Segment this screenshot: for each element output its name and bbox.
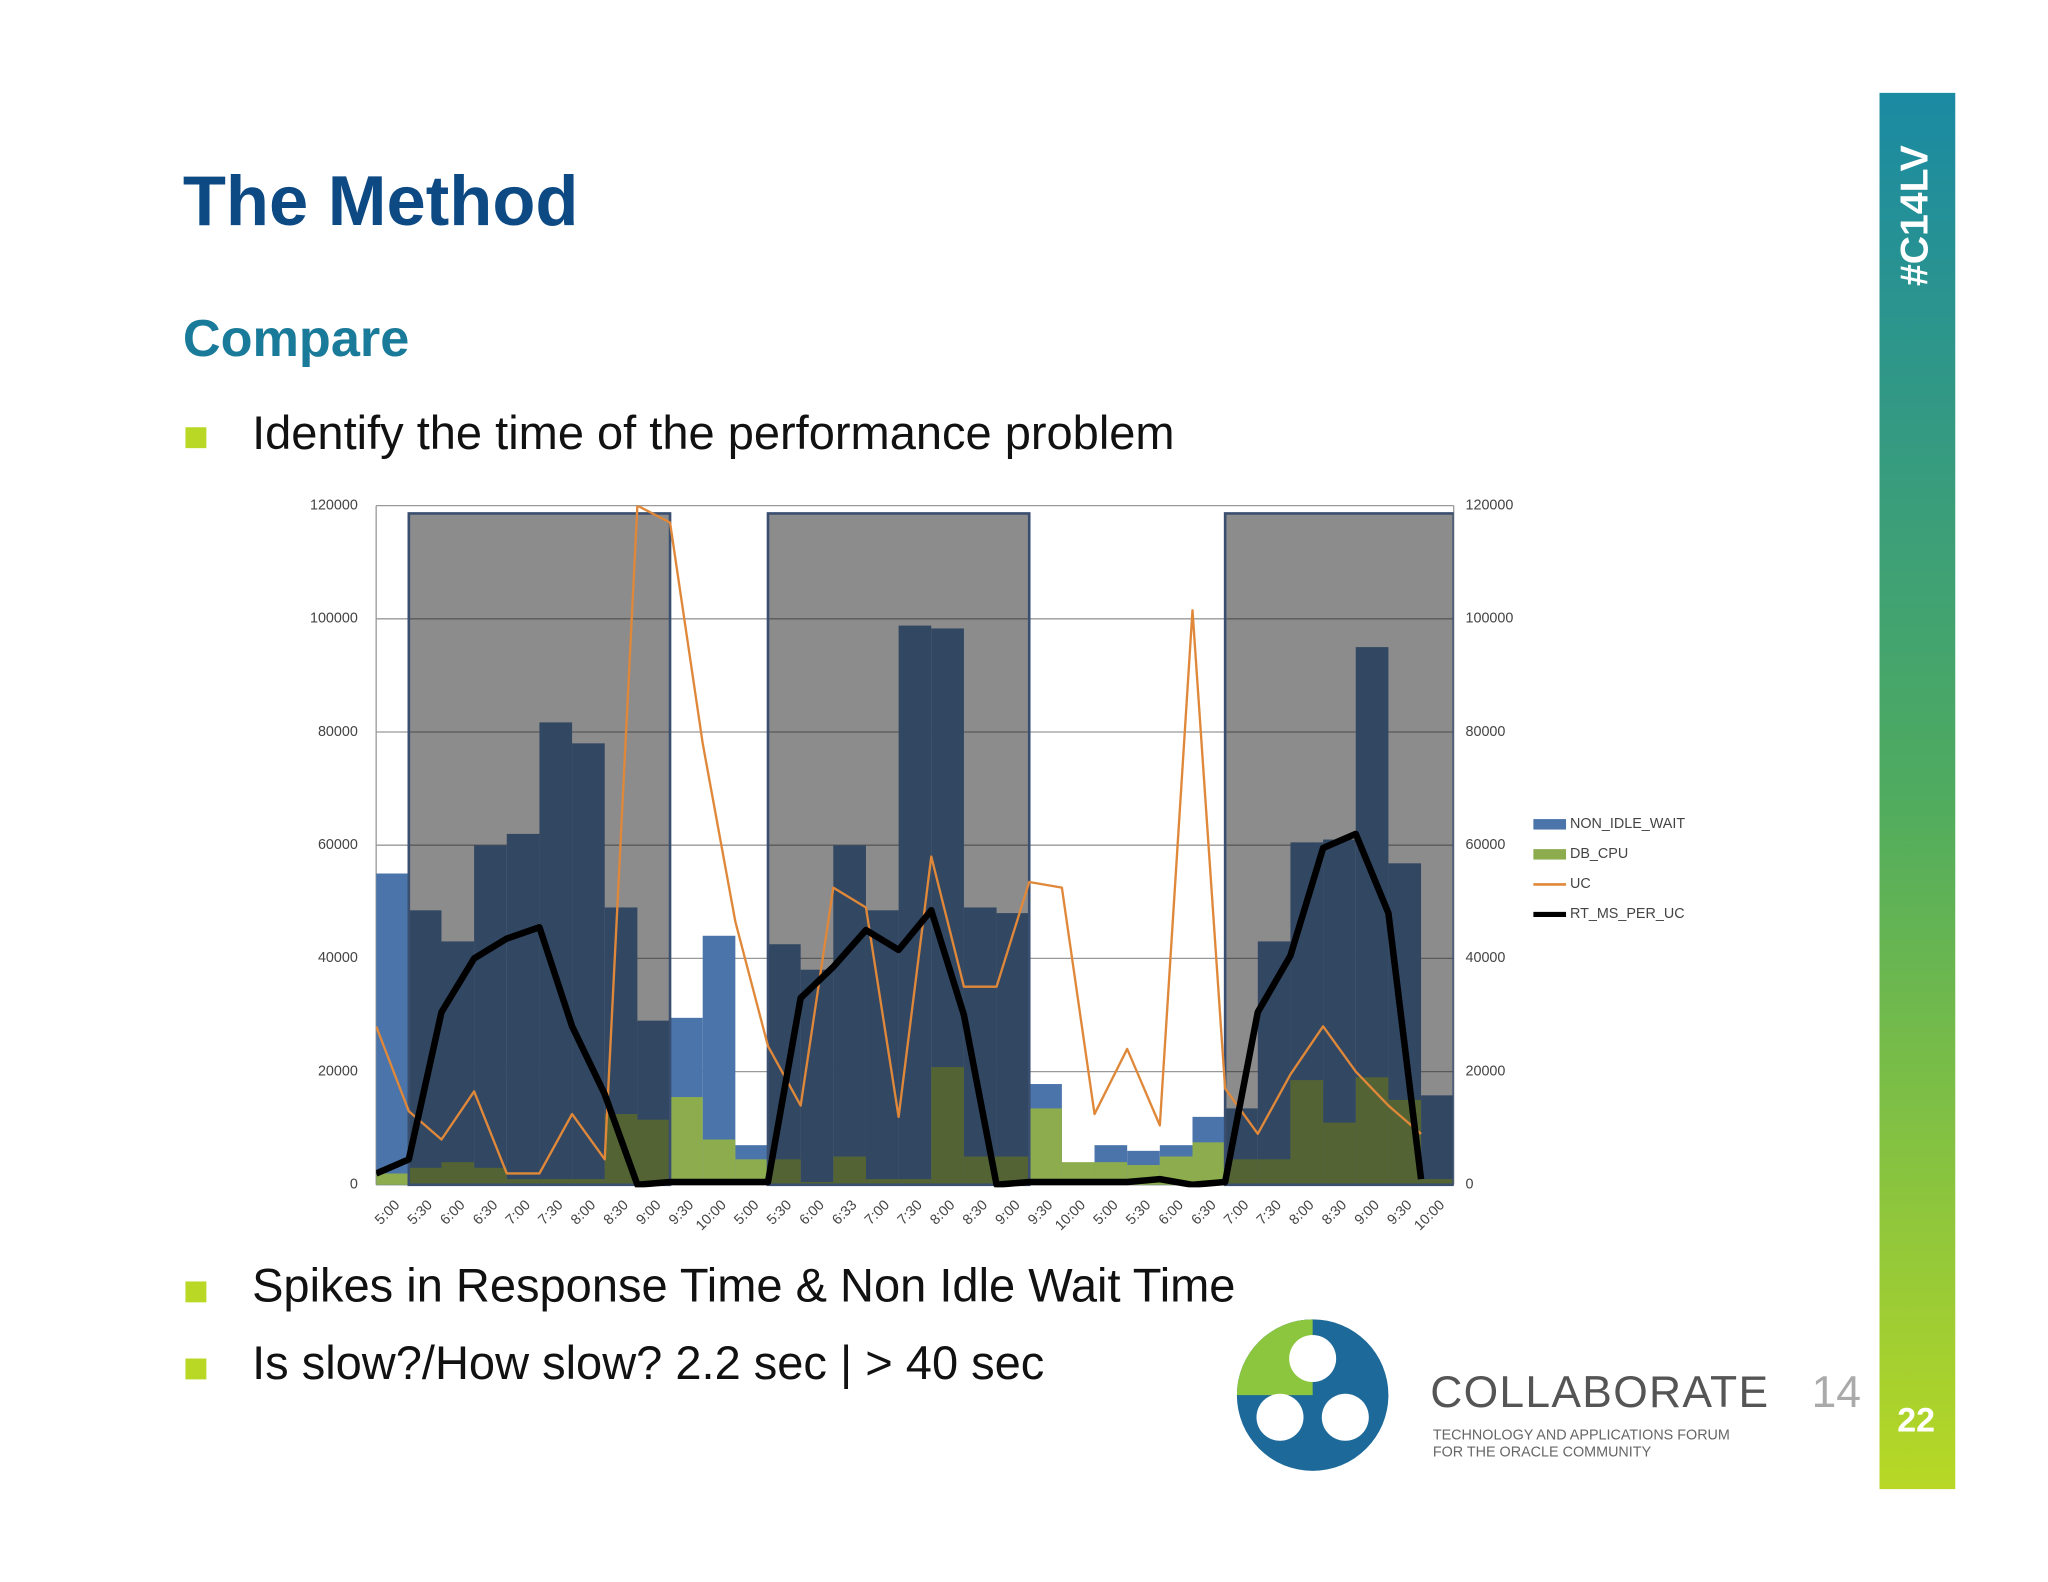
x-tick-label: 7:30	[535, 1197, 566, 1228]
x-tick-label: 7:00	[503, 1197, 534, 1228]
x-tick-label: 8:30	[960, 1197, 991, 1228]
highlight-region	[407, 512, 672, 1187]
x-tick-label: 9:00	[1352, 1197, 1383, 1228]
y-tick-label: 100000	[310, 611, 358, 627]
x-tick-label: 7:30	[1254, 1197, 1285, 1228]
plot	[376, 505, 1454, 1188]
x-tick-label: 9:00	[633, 1197, 664, 1228]
x-tick-label: 6:30	[470, 1197, 501, 1228]
bullet: Spikes in Response Time & Non Idle Wait …	[252, 1259, 1235, 1312]
legend-swatch	[1533, 819, 1567, 830]
logo-part	[1236, 1319, 1313, 1396]
x-tick-label: 10:00	[1411, 1197, 1448, 1234]
y2-tick-label: 40000	[1465, 950, 1505, 966]
logo-part	[1256, 1393, 1304, 1441]
logo-name: COLLABORATE	[1430, 1368, 1769, 1417]
x-tick-label: 6:30	[1188, 1197, 1219, 1228]
x-tick-label: 5:00	[1091, 1197, 1122, 1228]
y2-tick-label: 20000	[1465, 1063, 1505, 1079]
x-tick-label: 6:00	[797, 1197, 828, 1228]
bullet: Identify the time of the performance pro…	[252, 406, 1175, 459]
legend-swatch	[1533, 849, 1567, 860]
x-tick-label: 5:00	[731, 1197, 762, 1228]
logo-year: 14	[1812, 1368, 1861, 1417]
x-tick-label: 6:00	[437, 1197, 468, 1228]
bullet-marker	[185, 1281, 207, 1303]
subtitle: Compare	[183, 310, 409, 368]
x-tick-label: 5:30	[1123, 1197, 1154, 1228]
bar	[670, 1097, 703, 1185]
x-tick-label: 5:30	[764, 1197, 795, 1228]
hashtag: #C14LV	[1894, 145, 1937, 286]
x-tick-label: 5:00	[372, 1197, 403, 1228]
y2-tick-label: 0	[1465, 1177, 1473, 1193]
bar	[1029, 1108, 1062, 1185]
x-tick-label: 8:00	[568, 1197, 599, 1228]
title: The Method	[183, 161, 579, 240]
line	[376, 505, 1422, 1175]
x-tick-label: 6:00	[1156, 1197, 1187, 1228]
line	[376, 830, 1425, 1188]
y-tick-label: 20000	[318, 1063, 358, 1079]
y2-tick-label: 80000	[1465, 724, 1505, 740]
y2-tick-label: 120000	[1465, 497, 1513, 513]
sidebar	[1879, 92, 1956, 1490]
x-tick-label: 10:00	[693, 1197, 730, 1234]
logo-line: TECHNOLOGY AND APPLICATIONS FORUM	[1433, 1427, 1730, 1443]
logo: COLLABORATE 14 TECHNOLOGY AND APPLICATIO…	[1236, 1319, 1861, 1471]
legend-label: RT_MS_PER_UC	[1570, 906, 1685, 922]
x-tick-label: 8:00	[1286, 1197, 1317, 1228]
legend-label: UC	[1570, 876, 1591, 892]
x-tick-label: 7:00	[862, 1197, 893, 1228]
logo-part	[1289, 1335, 1337, 1383]
logo-part	[1321, 1393, 1369, 1441]
highlight-region	[1223, 512, 1454, 1187]
x-tick-label: 7:30	[895, 1197, 926, 1228]
bar	[1192, 1142, 1226, 1185]
x-tick-label: 7:00	[1221, 1197, 1252, 1228]
y2-tick-label: 100000	[1465, 611, 1513, 627]
bullet-marker	[185, 1358, 207, 1380]
page-number: 22	[1897, 1401, 1935, 1439]
x-tick-label: 5:30	[405, 1197, 436, 1228]
x-tick-label: 6:33	[829, 1197, 860, 1228]
bar	[702, 1139, 736, 1185]
bullet: Is slow?/How slow? 2.2 sec | > 40 sec	[252, 1336, 1044, 1389]
bar	[376, 873, 409, 1185]
x-tick-label: 8:30	[1319, 1197, 1350, 1228]
logo-line: FOR THE ORACLE COMMUNITY	[1433, 1444, 1652, 1460]
y-tick-label: 0	[350, 1177, 358, 1193]
y-tick-label: 60000	[318, 837, 358, 853]
legend-label: NON_IDLE_WAIT	[1570, 816, 1685, 832]
y-tick-label: 40000	[318, 950, 358, 966]
legend-label: DB_CPU	[1570, 846, 1628, 862]
bullet-marker	[185, 427, 207, 449]
x-tick-label: 8:00	[927, 1197, 958, 1228]
y-tick-label: 120000	[310, 497, 358, 513]
y2-tick-label: 60000	[1465, 837, 1505, 853]
y-tick-label: 80000	[318, 724, 358, 740]
highlight-region	[766, 512, 1031, 1187]
bar	[376, 1173, 409, 1185]
x-tick-label: 9:00	[993, 1197, 1024, 1228]
x-tick-label: 10:00	[1052, 1197, 1089, 1234]
x-tick-label: 8:30	[601, 1197, 632, 1228]
